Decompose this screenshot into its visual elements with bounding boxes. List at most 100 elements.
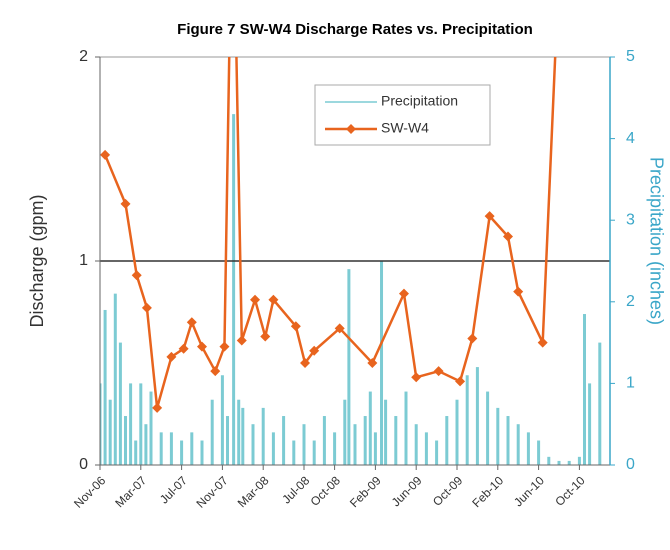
precipitation-bar [144, 424, 148, 465]
discharge-marker [166, 351, 177, 362]
legend-label: SW-W4 [381, 120, 429, 136]
discharge-marker [537, 337, 548, 348]
precipitation-bar [210, 399, 214, 465]
precipitation-bar [302, 424, 306, 465]
precipitation-bar [149, 391, 153, 465]
precipitation-bar [237, 399, 241, 465]
precipitation-bar [363, 416, 367, 465]
chart-title: Figure 7 SW-W4 Discharge Rates vs. Preci… [177, 21, 533, 38]
precipitation-bar [368, 391, 372, 465]
discharge-marker [210, 366, 221, 377]
precipitation-bar [506, 416, 510, 465]
precipitation-bar [220, 375, 224, 465]
precipitation-bar [190, 432, 194, 465]
discharge-marker [503, 231, 513, 242]
discharge-marker [290, 321, 301, 332]
discharge-marker [455, 376, 466, 387]
precipitation-bar [424, 432, 428, 465]
discharge-marker [152, 402, 163, 413]
discharge-marker [411, 372, 422, 383]
discharge-marker [131, 270, 142, 281]
precipitation-bar [159, 432, 163, 465]
precipitation-bar [380, 261, 384, 465]
precipitation-bar [537, 440, 541, 465]
y2-tick-label: 3 [626, 211, 635, 228]
precipitation-bars [100, 114, 602, 465]
precipitation-bar [526, 432, 530, 465]
discharge-marker [186, 317, 197, 328]
discharge-marker [120, 198, 131, 209]
discharge-marker [433, 366, 444, 377]
precipitation-bar [547, 456, 551, 465]
legend: Precipitation SW-W4 [314, 84, 491, 146]
discharge-marker [178, 343, 189, 354]
discharge-marker [367, 358, 378, 368]
precipitation-bar [169, 432, 173, 465]
x-tick-label: Mar-07 [112, 473, 149, 510]
precipitation-bar [384, 399, 388, 465]
discharge-marker [484, 211, 495, 222]
precipitation-bar [414, 424, 418, 465]
precipitation-bar [455, 399, 459, 465]
y2-tick-label: 5 [626, 48, 635, 65]
x-tick-label: Jun-10 [511, 473, 547, 509]
y2-tick-label: 0 [626, 456, 635, 473]
discharge-marker [197, 341, 207, 352]
y2-tick-label: 2 [626, 293, 635, 310]
precipitation-bar [486, 391, 490, 465]
precipitation-bar [113, 293, 117, 465]
discharge-marker [300, 358, 311, 368]
precipitation-bar [435, 440, 439, 465]
y2-tick-label: 4 [626, 130, 635, 147]
x-tick-label: Feb-10 [469, 473, 506, 510]
precipitation-bar [567, 460, 571, 465]
precipitation-bar [108, 399, 112, 465]
legend-label: Precipitation [381, 93, 458, 109]
precipitation-bar [516, 424, 520, 465]
x-tick-label: Nov-06 [71, 473, 108, 510]
precipitation-bar [583, 314, 586, 465]
x-tick-label: Feb-09 [347, 473, 384, 510]
precipitation-bar [139, 383, 143, 465]
discharge-marker [334, 323, 345, 334]
discharge-marker [236, 335, 247, 346]
discharge-marker [250, 294, 261, 305]
discharge-marker [268, 294, 279, 305]
precipitation-bar [241, 407, 245, 465]
discharge-marker [260, 331, 271, 342]
y-axis-label: Discharge (gpm) [27, 194, 47, 327]
precipitation-bar [226, 416, 229, 465]
precipitation-bar [124, 416, 127, 465]
x-tick-label: Nov-07 [194, 473, 231, 510]
x-tick-label: Oct-10 [552, 473, 588, 509]
precipitation-bar [200, 440, 204, 465]
precipitation-bar [271, 432, 275, 465]
precipitation-bar [312, 440, 316, 465]
precipitation-bar [292, 440, 296, 465]
x-tick-label: Jun-09 [389, 473, 425, 509]
discharge-marker [219, 341, 230, 352]
precipitation-bar [598, 342, 602, 465]
precipitation-bar [103, 309, 107, 465]
precipitation-bar [353, 424, 357, 465]
precipitation-bar [261, 407, 265, 465]
y-tick-label: 2 [79, 48, 88, 65]
precipitation-bar [134, 440, 138, 465]
discharge-marker [398, 288, 409, 299]
precipitation-bar [251, 424, 255, 465]
discharge-marker [141, 302, 152, 313]
legend-box [314, 84, 491, 146]
precipitation-bar [465, 375, 469, 465]
precipitation-bar [404, 391, 408, 465]
precipitation-bar [322, 416, 326, 465]
precipitation-bar [333, 432, 337, 465]
precipitation-bar [343, 399, 347, 465]
discharge-marker [467, 333, 478, 344]
x-tick-label: Jul-08 [279, 473, 312, 506]
x-tick-label: Oct-08 [308, 473, 344, 509]
precipitation-bar [347, 269, 351, 465]
precipitation-bar [373, 432, 377, 465]
y-tick-label: 1 [79, 252, 88, 269]
discharge-marker [100, 149, 111, 160]
